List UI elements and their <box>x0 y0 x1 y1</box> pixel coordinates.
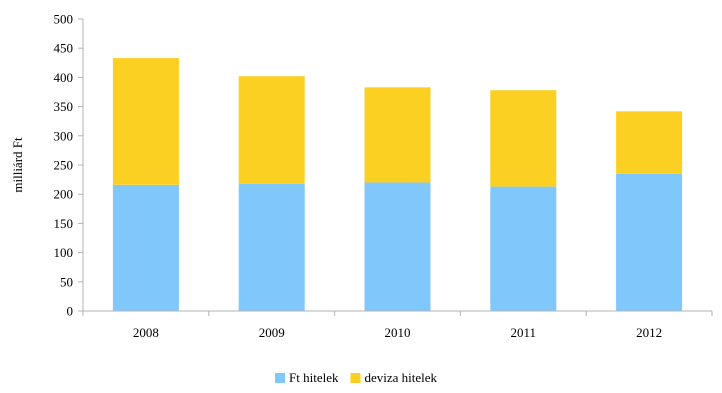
y-tick-label: 50 <box>60 274 73 289</box>
x-tick-label: 2008 <box>133 325 159 340</box>
x-tick-label: 2010 <box>385 325 411 340</box>
legend-label: deviza hitelek <box>364 370 437 385</box>
axes-layer: 0 50 100 150 200 250 300 350 400 450 500 2008 2009 20… <box>54 12 713 340</box>
bar-Ft-hitelek-2011 <box>490 186 557 311</box>
y-tick-label: 0 <box>67 304 74 319</box>
y-tick-label: 200 <box>54 187 74 202</box>
y-tick-label: 350 <box>54 99 74 114</box>
bar-Ft-hitelek-2010 <box>364 182 431 311</box>
y-tick-label: 450 <box>54 41 74 56</box>
legend: Ft hitelek deviza hitelek <box>275 370 438 385</box>
legend-swatch <box>275 373 285 383</box>
y-tick-label: 300 <box>54 128 74 143</box>
y-tick-label: 150 <box>54 216 74 231</box>
bar-deviza-hitelek-2012 <box>616 111 683 174</box>
y-tick-label: 100 <box>54 245 74 260</box>
y-tick-label: 500 <box>54 12 74 27</box>
bar-deviza-hitelek-2010 <box>364 87 431 183</box>
bar-Ft-hitelek-2008 <box>112 184 179 311</box>
bar-Ft-hitelek-2012 <box>616 173 683 311</box>
x-tick-label: 2011 <box>511 325 537 340</box>
bar-deviza-hitelek-2011 <box>490 90 557 187</box>
legend-label: Ft hitelek <box>289 370 339 385</box>
x-tick-label: 2012 <box>636 325 662 340</box>
x-tick-label: 2009 <box>259 325 285 340</box>
bar-Ft-hitelek-2009 <box>238 183 305 311</box>
bar-deviza-hitelek-2008 <box>112 58 179 185</box>
bars-layer <box>112 58 683 311</box>
bar-deviza-hitelek-2009 <box>238 76 305 184</box>
y-tick-label: 400 <box>54 70 74 85</box>
y-tick-label: 250 <box>54 158 74 173</box>
y-axis-label: milliárd Ft <box>10 137 25 193</box>
legend-swatch <box>350 373 361 383</box>
